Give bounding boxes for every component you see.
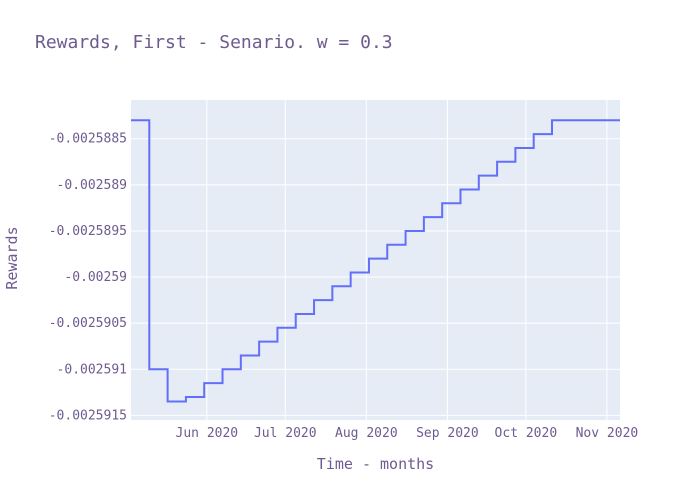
- x-tick-label: Oct 2020: [495, 426, 558, 441]
- y-gridlines: [131, 138, 620, 416]
- y-tick-label: -0.002591: [57, 362, 127, 377]
- x-tick-label: Aug 2020: [335, 426, 398, 441]
- x-tick-label: Nov 2020: [576, 426, 639, 441]
- y-tick-label: -0.0025885: [49, 132, 127, 147]
- y-tick-label: -0.0025905: [49, 316, 127, 331]
- x-tick-label: Jul 2020: [254, 426, 317, 441]
- y-tick-label: -0.0025895: [49, 224, 127, 239]
- x-axis-title: Time - months: [317, 455, 434, 473]
- x-tick-labels: Jun 2020 Jul 2020 Aug 2020 Sep 2020 Oct 2020…: [176, 426, 639, 441]
- y-axis-title: Rewards: [3, 226, 21, 289]
- y-tick-label: -0.0025915: [49, 408, 127, 423]
- chart-title: Rewards, First - Senario. w = 0.3: [35, 32, 393, 53]
- y-tick-label: -0.00259: [64, 270, 127, 285]
- y-tick-label: -0.002589: [57, 178, 127, 193]
- x-tick-label: Sep 2020: [416, 426, 479, 441]
- x-tick-label: Jun 2020: [176, 426, 239, 441]
- rewards-series-line: [131, 119, 620, 403]
- plot-area: [131, 100, 620, 420]
- x-gridlines: [206, 100, 608, 420]
- y-tick-labels: -0.0025885 -0.002589 -0.0025895 -0.00259 -0.…: [49, 132, 127, 424]
